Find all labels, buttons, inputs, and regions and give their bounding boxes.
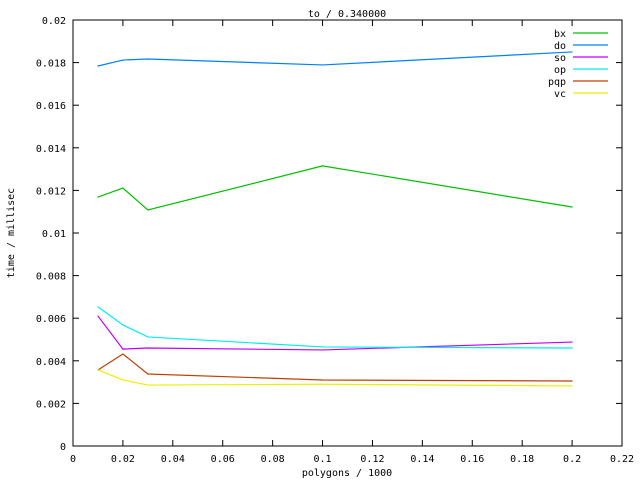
data-point-bx	[147, 209, 149, 211]
data-point-so	[571, 341, 573, 343]
chart-title: to / 0.340000	[308, 9, 386, 20]
legend-label-op: op	[554, 65, 566, 76]
series-line-bx	[97, 165, 573, 211]
data-point-so	[97, 315, 99, 317]
x-tick-label: 0.08	[261, 454, 285, 465]
x-tick-label: 0.04	[161, 454, 185, 465]
x-tick-label: 0	[70, 454, 76, 465]
y-tick-label: 0.004	[36, 357, 66, 368]
data-point-do	[122, 59, 124, 61]
series-line-vc	[97, 369, 573, 387]
data-point-so	[147, 347, 149, 349]
y-tick-label: 0.002	[36, 399, 66, 410]
y-tick-label: 0.012	[36, 186, 66, 197]
data-point-bx	[97, 196, 99, 198]
data-point-op	[122, 324, 124, 326]
y-tick-label: 0.016	[36, 101, 66, 112]
data-point-so	[122, 348, 124, 350]
y-tick-label: 0.018	[36, 59, 66, 70]
y-tick-label: 0.014	[36, 144, 66, 155]
data-point-pqp	[147, 373, 149, 375]
data-point-op	[97, 306, 99, 308]
x-tick-label: 0.18	[510, 454, 534, 465]
data-point-pqp	[122, 353, 124, 355]
data-point-do	[321, 64, 324, 66]
legend-label-so: so	[554, 53, 566, 64]
x-tick-label: 0.12	[360, 454, 384, 465]
data-point-pqp	[571, 380, 573, 382]
y-tick-label: 0.006	[36, 314, 66, 325]
plot-frame	[72, 19, 623, 447]
data-point-vc	[97, 369, 99, 371]
data-point-vc	[321, 383, 324, 385]
y-axis-label: time / millisec	[6, 188, 17, 278]
data-point-so	[321, 349, 324, 351]
data-point-bx	[571, 206, 573, 208]
x-tick-label: 0.06	[211, 454, 235, 465]
series-line-so	[97, 315, 573, 351]
x-tick-label: 0.14	[410, 454, 434, 465]
data-point-do	[147, 58, 149, 60]
x-tick-label: 0.2	[563, 454, 581, 465]
x-tick-label: 0.22	[610, 454, 634, 465]
legend-label-vc: vc	[554, 89, 566, 100]
data-point-vc	[122, 379, 124, 381]
x-axis-label: polygons / 1000	[302, 468, 392, 479]
y-tick-label: 0.02	[42, 16, 66, 27]
data-point-bx	[122, 187, 124, 189]
x-tick-label: 0.1	[314, 454, 332, 465]
x-tick-label: 0.16	[460, 454, 484, 465]
data-point-pqp	[321, 379, 324, 381]
y-tick-label: 0.008	[36, 272, 66, 283]
data-point-op	[147, 336, 149, 338]
legend-label-do: do	[554, 41, 566, 52]
data-point-op	[321, 346, 324, 348]
legend-label-pqp: pqp	[548, 77, 566, 88]
data-point-op	[571, 347, 573, 349]
series-line-do	[97, 51, 573, 67]
data-point-vc	[571, 385, 573, 387]
data-point-do	[571, 51, 573, 53]
data-point-vc	[147, 384, 149, 386]
series-line-pqp	[97, 353, 573, 382]
y-tick-label: 0	[60, 442, 66, 453]
x-tick-label: 0.02	[111, 454, 135, 465]
data-point-do	[97, 65, 99, 67]
data-point-bx	[321, 165, 324, 167]
y-tick-label: 0.01	[42, 229, 66, 240]
series-line-op	[97, 306, 573, 349]
legend-label-bx: bx	[554, 29, 566, 40]
